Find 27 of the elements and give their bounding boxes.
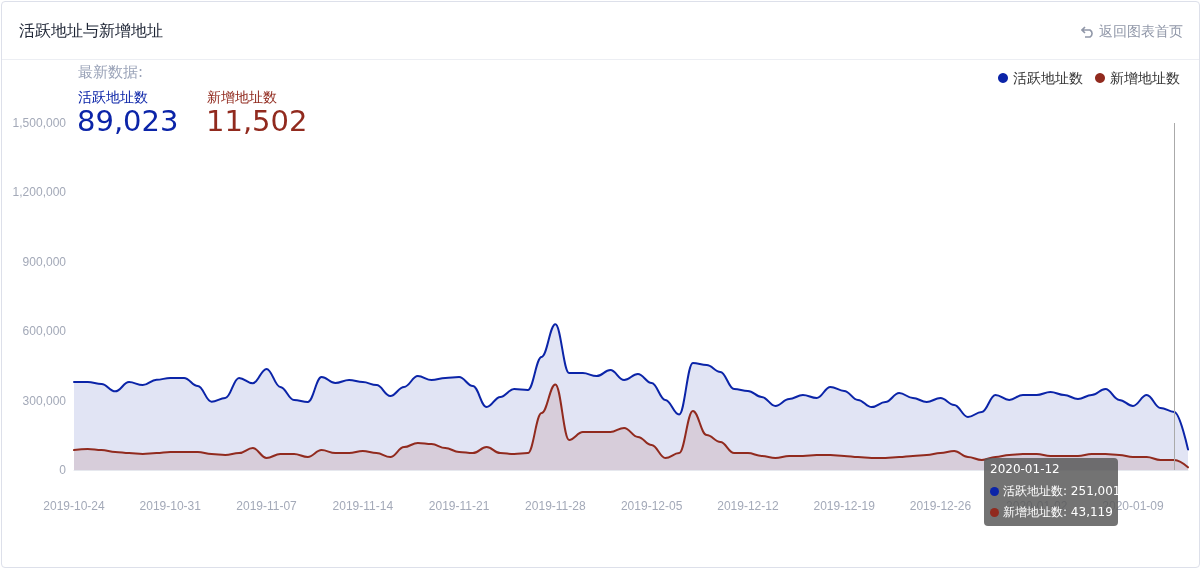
y-tick-label: 1,200,000 <box>12 185 67 200</box>
x-tick-label: 2019-12-26 <box>909 499 972 513</box>
x-tick-label: 2019-12-19 <box>813 499 876 513</box>
annotation: 2020-01-12 <box>990 462 1060 476</box>
y-tick-label: 900,000 <box>22 254 67 269</box>
x-tick-label: 2019-12-12 <box>717 499 779 513</box>
text: 活跃地址数: 251,001 <box>1003 483 1121 500</box>
legend-label: 新增地址数 <box>1110 70 1180 86</box>
x-tick-label: 2019-11-07 <box>236 499 298 513</box>
text: 最新数据: <box>78 63 144 82</box>
x-tick-label: 2019-12-05 <box>620 499 683 513</box>
y-tick-label: 0 <box>59 463 67 477</box>
x-tick-label: 2019-10-24 <box>43 499 106 513</box>
y-tick-label: 1,500,000 <box>12 116 67 130</box>
legend-label: 活跃地址数 <box>1013 70 1083 86</box>
annotation: 89,023 <box>77 104 179 138</box>
y-tick-label: 300,000 <box>22 393 67 408</box>
text: 新增地址数 <box>207 89 277 107</box>
y-tick-label: 600,000 <box>22 324 67 339</box>
annotation: 11,502 <box>206 104 308 138</box>
text: 活跃地址数 <box>78 89 148 107</box>
x-tick-label: 2019-11-28 <box>525 499 586 513</box>
text: 返回图表首页 <box>1099 23 1183 41</box>
chart-title: 活跃地址与新增地址 <box>19 21 163 42</box>
x-tick-label: 2019-11-21 <box>428 499 490 513</box>
x-tick-label: 2019-10-31 <box>139 499 202 513</box>
x-tick-label: 2019-11-14 <box>332 499 394 513</box>
